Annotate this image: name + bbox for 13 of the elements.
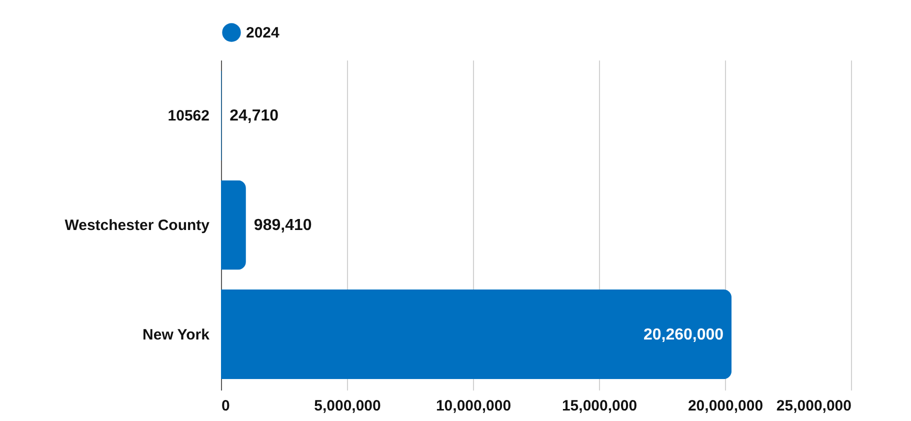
x-tick-label: 5,000,000 (314, 398, 381, 414)
data-label: 989,410 (254, 217, 312, 234)
x-tick-label: 15,000,000 (562, 398, 638, 414)
legend-label: 2024 (246, 24, 280, 42)
x-tick-label: 20,000,000 (688, 398, 764, 414)
y-tick-label: Westchester County (64, 217, 210, 234)
x-tick-label: 0 (222, 398, 230, 414)
data-label: 24,710 (230, 108, 279, 125)
data-label: 20,260,000 (643, 326, 724, 344)
y-tick-label: New York (142, 326, 210, 344)
x-tick-label: 25,000,000 (776, 398, 852, 414)
y-tick-label: 10562 (168, 108, 210, 125)
x-tick-label: 10,000,000 (436, 398, 512, 414)
